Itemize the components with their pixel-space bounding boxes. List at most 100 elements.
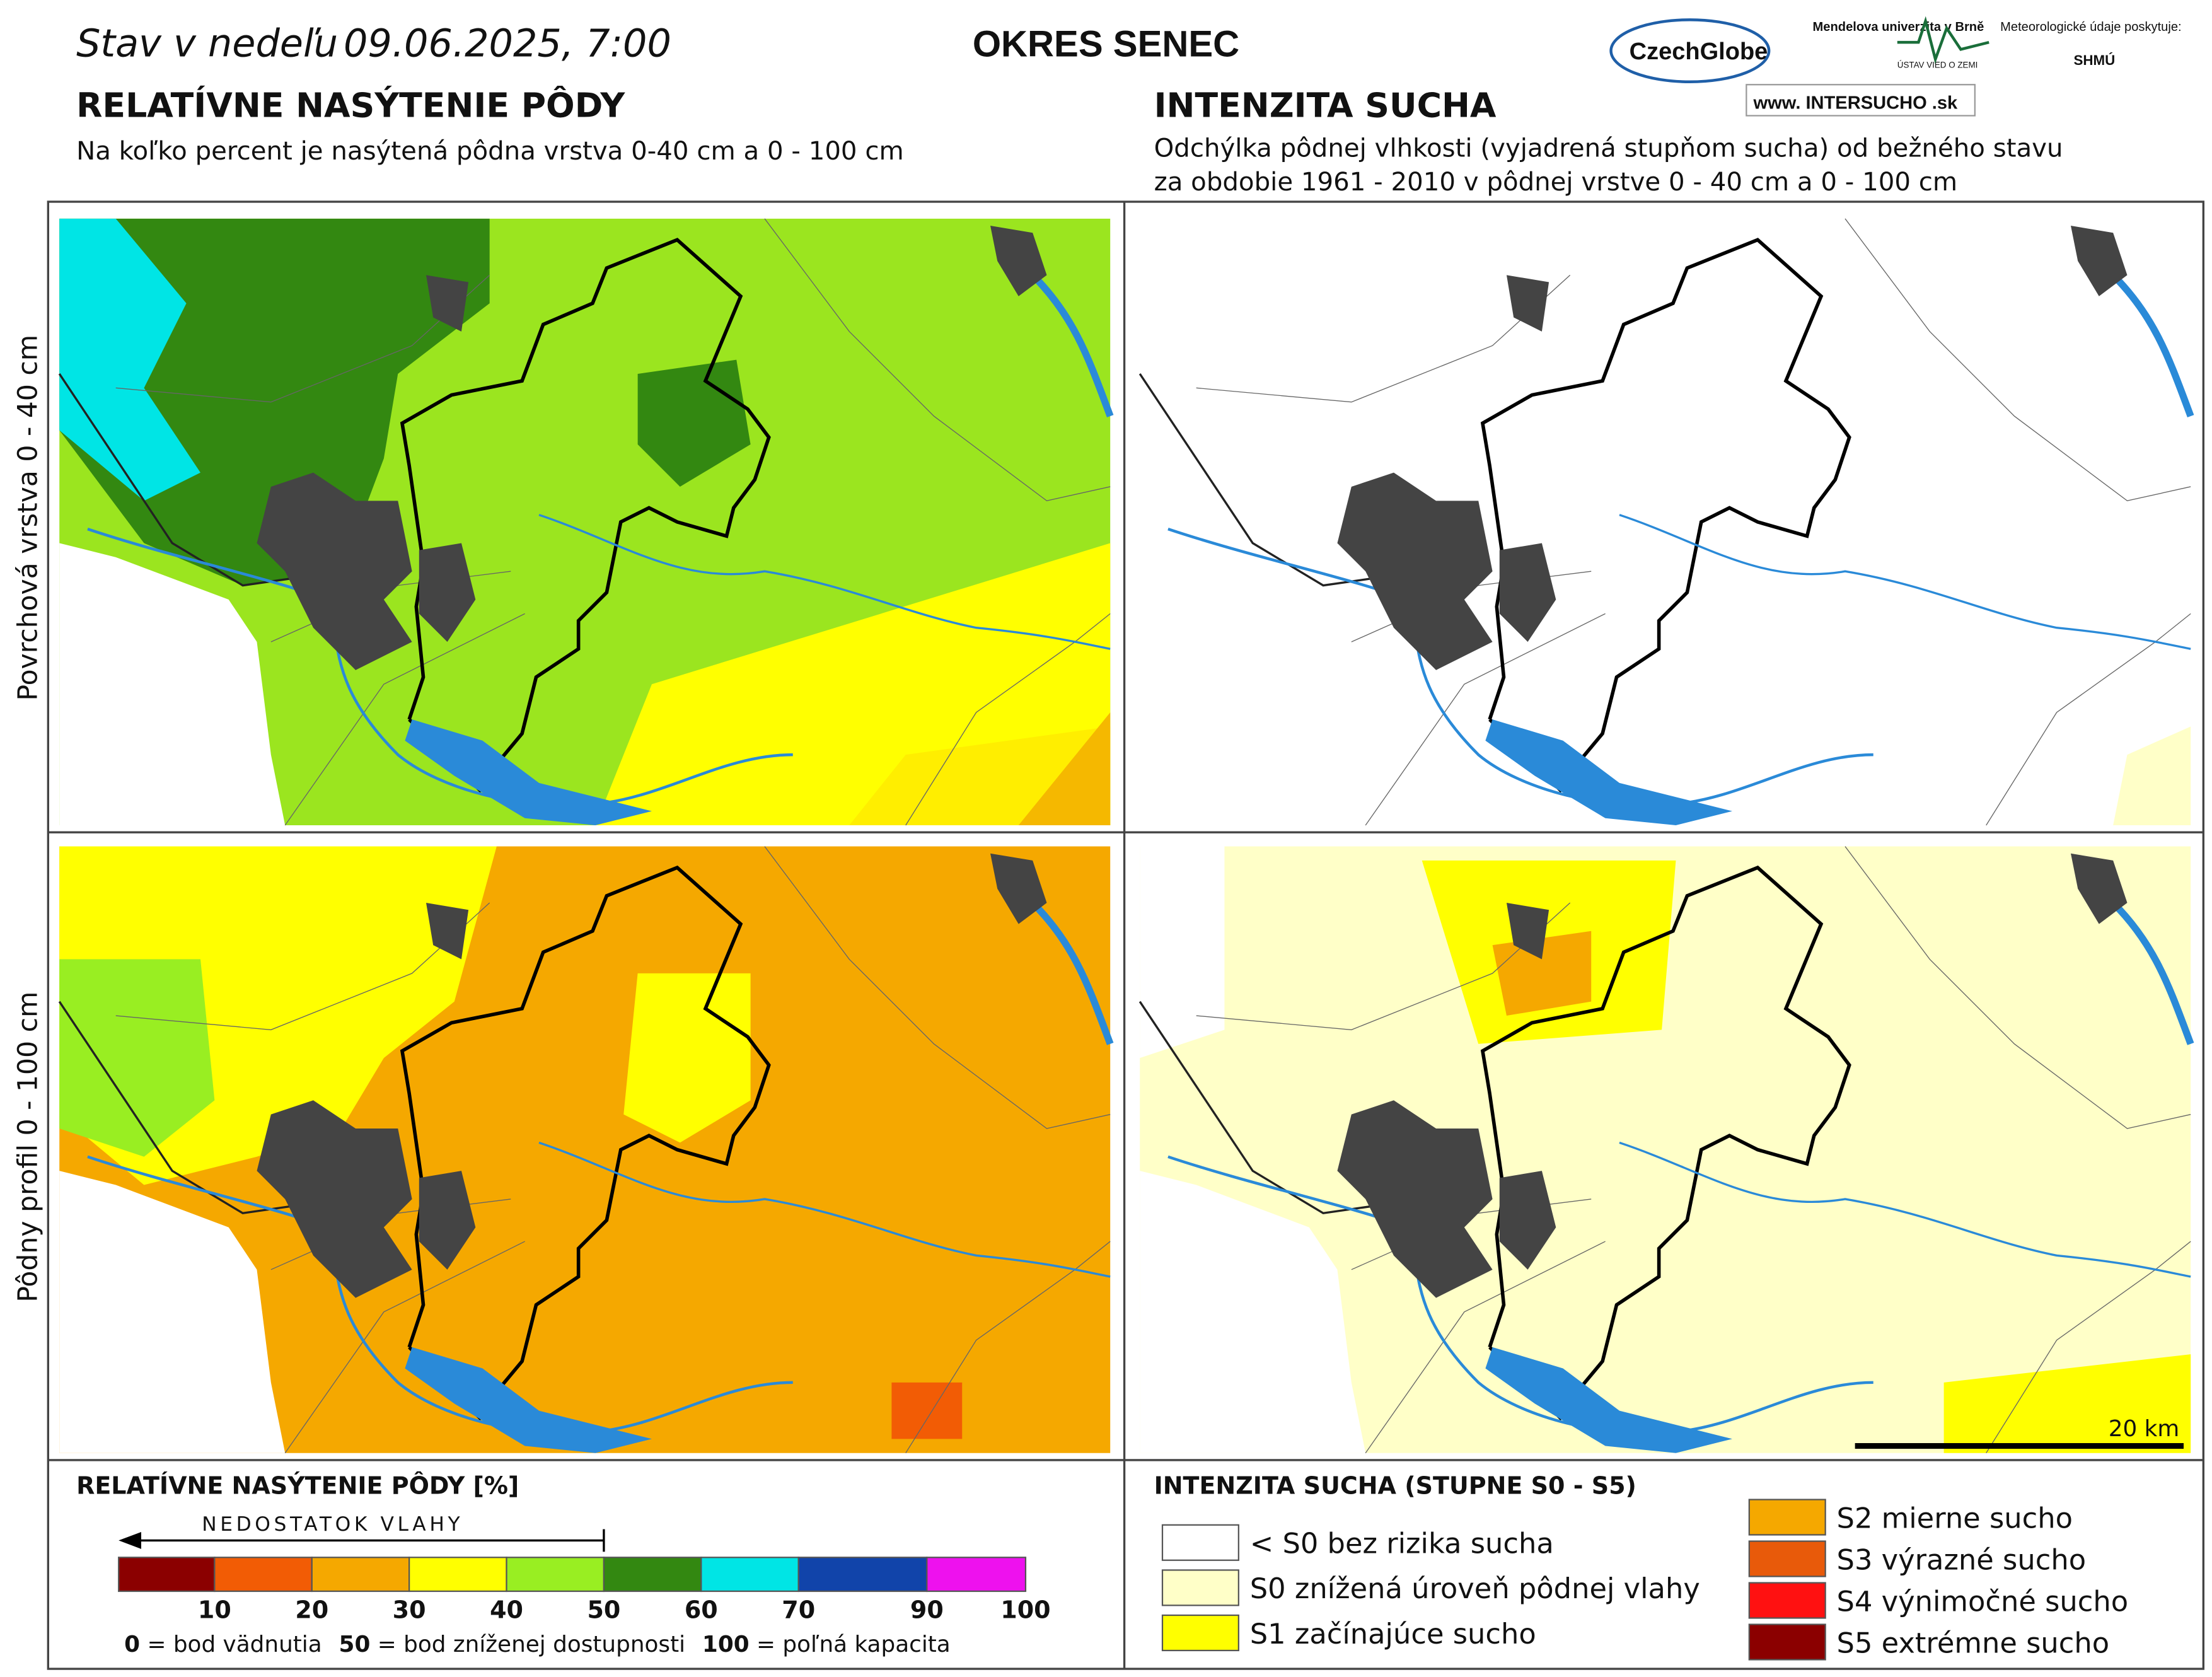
label: ÚSTAV VIED O ZEMI	[1897, 60, 1978, 69]
urban-area	[419, 1171, 476, 1270]
legend-swatch	[1748, 1540, 1826, 1577]
note-number: 0	[124, 1632, 140, 1657]
color-bin	[926, 1557, 1027, 1593]
urban-area	[419, 543, 476, 642]
label: S0 znížená úroveň pôdnej vlahy	[1250, 1572, 1700, 1605]
river	[1619, 514, 2191, 650]
label: S3 výrazné sucho	[1837, 1543, 2087, 1576]
municipal-border	[764, 846, 1111, 1129]
logo-ring	[1609, 18, 1771, 84]
label: 10	[198, 1596, 231, 1623]
legend-swatch	[1161, 1614, 1239, 1652]
district-border	[1480, 238, 1851, 793]
color-bin	[603, 1557, 702, 1593]
label: 60	[685, 1596, 718, 1623]
urban-area	[257, 472, 412, 670]
zone	[1943, 1354, 2191, 1453]
label: Pôdny profil 0 - 100 cm	[13, 992, 43, 1303]
river	[87, 527, 793, 807]
urban-area	[1337, 472, 1493, 670]
legend-swatch	[1161, 1569, 1239, 1606]
river	[1030, 272, 1114, 418]
label: Povrchová vrstva 0 - 40 cm	[13, 335, 43, 701]
municipal-border	[284, 613, 525, 826]
danube	[405, 1347, 652, 1453]
zone	[1018, 712, 1111, 825]
outside-area	[59, 846, 286, 1453]
label: za obdobie 1961 - 2010 v pôdnej vrstve 0…	[1154, 168, 1958, 197]
urban-area	[2071, 226, 2128, 296]
outside-area	[59, 218, 286, 825]
note-text: = poľná kapacita	[750, 1632, 951, 1657]
municipal-border	[1365, 613, 1606, 826]
urban-area	[1499, 1171, 1556, 1270]
label: 50	[587, 1596, 620, 1623]
municipal-border	[764, 218, 1111, 502]
color-bin	[408, 1557, 507, 1593]
zone	[2113, 726, 2191, 825]
urban-area	[2071, 853, 2128, 924]
urban-area	[1499, 543, 1556, 642]
label: 20	[295, 1596, 328, 1623]
zone	[891, 1382, 963, 1439]
country-border	[1138, 373, 1422, 587]
label: 20 km	[2109, 1416, 2180, 1442]
outside-area	[1140, 218, 1366, 825]
zone	[59, 959, 215, 1157]
label: RELATÍVNE NASÝTENIE PÔDY	[76, 86, 625, 125]
date: 09.06.2025, 7:00	[344, 22, 671, 66]
label: RELATÍVNE NASÝTENIE PÔDY [%]	[76, 1472, 519, 1500]
label: Odchýlka pôdnej vlhkosti (vyjadrená stup…	[1154, 134, 2063, 163]
municipal-border	[905, 1241, 1111, 1454]
label: OKRES SENEC	[973, 24, 1239, 65]
label: 90	[910, 1596, 944, 1623]
date-line: Stav v nedeľu 09.06.2025, 7:00	[76, 22, 671, 66]
zone	[59, 218, 200, 501]
river	[2111, 272, 2194, 418]
district-border	[400, 238, 771, 793]
district-border	[1480, 865, 1851, 1421]
country-border	[58, 373, 342, 587]
urban-area	[1506, 275, 1549, 332]
note-number: 100	[702, 1632, 750, 1657]
municipal-border	[1844, 218, 2191, 502]
municipal-border	[905, 613, 1111, 826]
urban-area	[1506, 903, 1549, 960]
label: S5 extrémne sucho	[1837, 1626, 2110, 1659]
zone	[1140, 846, 1225, 1059]
danube	[1485, 1347, 1732, 1453]
note-number: 50	[339, 1632, 371, 1657]
legend-swatch	[1748, 1499, 1826, 1536]
danube	[1485, 719, 1732, 825]
label: Meteorologické údaje poskytuje:	[2000, 20, 2182, 34]
color-bin	[214, 1557, 313, 1593]
label: SHMÚ	[2073, 52, 2115, 68]
map-panel	[58, 846, 1114, 1454]
urban-area	[1337, 1100, 1493, 1298]
river	[87, 1155, 793, 1435]
label: S2 mierne sucho	[1837, 1501, 2073, 1535]
color-bin	[311, 1557, 410, 1593]
river	[2111, 900, 2194, 1045]
danube	[405, 719, 652, 825]
map-panel	[58, 218, 1114, 826]
legend-swatch	[1748, 1582, 1826, 1619]
label: Na koľko percent je nasýtená pôdna vrstv…	[76, 137, 904, 166]
label: NEDOSTATOK VLAHY	[202, 1513, 463, 1536]
municipal-border	[284, 1241, 525, 1454]
label: INTENZITA SUCHA	[1154, 86, 1497, 125]
zone	[1140, 846, 2191, 1453]
map-panel	[1138, 846, 2194, 1454]
logo-seismo	[1897, 16, 1989, 64]
country-border	[58, 1001, 342, 1215]
district-border	[400, 865, 771, 1421]
river	[1030, 900, 1114, 1045]
urban-area	[990, 853, 1047, 924]
label: 100	[1000, 1596, 1050, 1623]
legend-swatch	[1161, 1524, 1239, 1561]
municipal-border	[1986, 1241, 2191, 1454]
label: 70	[782, 1596, 815, 1623]
